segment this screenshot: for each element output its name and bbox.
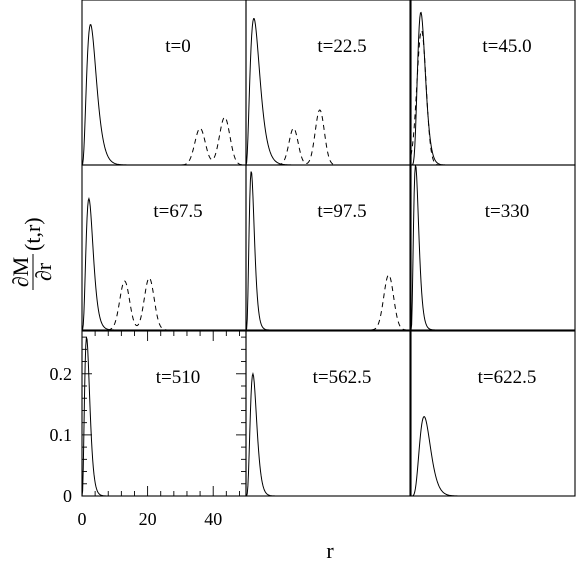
panel-frame [410, 330, 576, 497]
panel: t=0 [81, 0, 247, 166]
panel-title: t=510 [156, 367, 201, 388]
y-tick-label: 0.2 [50, 364, 73, 384]
series-dashed-line [410, 30, 438, 166]
panel-frame [410, 164, 576, 331]
panel: t=622.5 [410, 330, 576, 497]
panel-title: t=45.0 [482, 36, 531, 57]
panel-frame [245, 330, 411, 497]
x-tick-label: 40 [204, 509, 222, 529]
panel: t=97.5 [245, 164, 411, 331]
x-tick-label: 20 [139, 509, 157, 529]
series-solid-line [81, 337, 246, 497]
series-solid-line [81, 24, 246, 166]
y-tick-label: 0.1 [50, 425, 73, 445]
panel-title: t=22.5 [317, 36, 366, 57]
panel-title: t=67.5 [153, 201, 202, 222]
series-dashed-line [277, 109, 336, 166]
series-dashed-line [371, 274, 406, 331]
panel-frame [81, 330, 247, 497]
y-axis-title-numerator: ∂M [8, 257, 33, 287]
panel: t=67.5 [81, 164, 247, 331]
y-axis-title-arguments: (t,r) [20, 217, 45, 251]
panel: t=562.5 [245, 330, 411, 497]
x-tick-label: 0 [78, 509, 87, 529]
panel: t=510 [81, 330, 247, 497]
series-solid-line [245, 171, 410, 331]
series-solid-line [245, 371, 410, 497]
panel-frame [410, 0, 576, 166]
panel-title: t=622.5 [478, 367, 537, 388]
series-dashed-line [181, 116, 244, 166]
x-axis-title: r [326, 538, 334, 563]
panel-frame [81, 164, 247, 331]
panel-frame [245, 0, 411, 166]
panel-title: t=0 [165, 36, 191, 57]
panel: t=45.0 [410, 0, 576, 166]
series-dashed-line [107, 277, 167, 331]
panel-frame [81, 0, 247, 166]
panel: t=22.5 [245, 0, 411, 166]
y-axis-title-denominator: ∂r [31, 262, 56, 281]
panel-grid: t=0 t=22.5 t=45.0 t=67.5 t=97.5 t=330 t=510 t=5… [81, 0, 576, 497]
y-tick-label: 0 [63, 486, 72, 506]
panel-title: t=562.5 [313, 367, 372, 388]
series-solid-line [410, 165, 575, 331]
series-solid-line [411, 415, 575, 497]
panel-frame [245, 164, 411, 331]
panel-title: t=97.5 [317, 201, 366, 222]
panel: t=330 [410, 164, 576, 331]
y-axis-title: ∂M ∂r (t,r) [8, 217, 56, 290]
panel-title: t=330 [485, 201, 530, 222]
shared-axes: 0 0.1 0.2 0 20 40 [50, 331, 246, 529]
